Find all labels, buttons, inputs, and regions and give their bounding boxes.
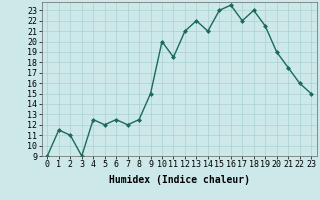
X-axis label: Humidex (Indice chaleur): Humidex (Indice chaleur) (109, 175, 250, 185)
